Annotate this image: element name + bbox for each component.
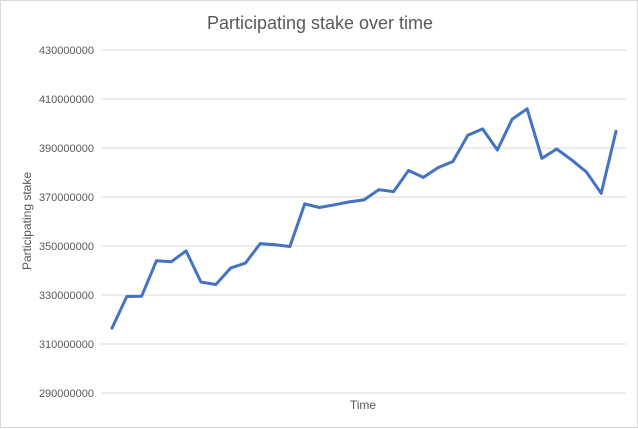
data-point [421,176,425,179]
series-layer [110,107,618,330]
data-point [303,202,307,206]
y-tick-label: 430000000 [39,45,94,57]
gridlines [101,49,626,394]
x-axis-title: Time [350,398,377,412]
y-axis-ticks: 290000000 310000000 330000000 350000000 3700… [39,45,94,400]
data-point [169,260,173,264]
y-tick-label: 290000000 [39,388,94,400]
y-tick-label: 350000000 [39,241,94,253]
data-point [288,245,292,248]
data-point [318,206,321,209]
data-point [273,243,277,247]
data-point [481,127,484,131]
data-point [140,294,144,298]
data-point [555,147,559,151]
data-point [599,191,603,195]
data-point [436,166,440,170]
y-tick-label: 410000000 [39,94,94,106]
data-point [466,133,470,137]
y-tick-label: 370000000 [39,192,94,204]
y-axis-title: Participating stake [20,172,34,270]
chart-title: Participating stake over time [207,13,433,33]
data-point [125,295,129,298]
data-point [184,249,188,253]
data-point [155,259,158,263]
data-point [377,188,381,192]
data-point [199,280,203,284]
data-point [496,148,499,152]
data-point [333,203,336,207]
data-point [229,266,233,270]
data-point [585,170,588,174]
data-point [525,107,529,111]
y-tick-label: 390000000 [39,143,94,155]
data-point [407,169,410,172]
data-point [392,190,395,194]
data-point [258,242,262,246]
data-point [214,283,218,286]
data-point [510,117,514,121]
data-point [570,158,573,162]
y-tick-label: 310000000 [39,339,94,351]
y-tick-label: 330000000 [39,290,94,302]
data-point [362,198,366,202]
data-point [540,156,544,160]
data-point [451,160,455,163]
data-point [110,326,114,330]
data-point [244,261,247,265]
data-point [614,129,618,133]
data-point [347,200,351,204]
